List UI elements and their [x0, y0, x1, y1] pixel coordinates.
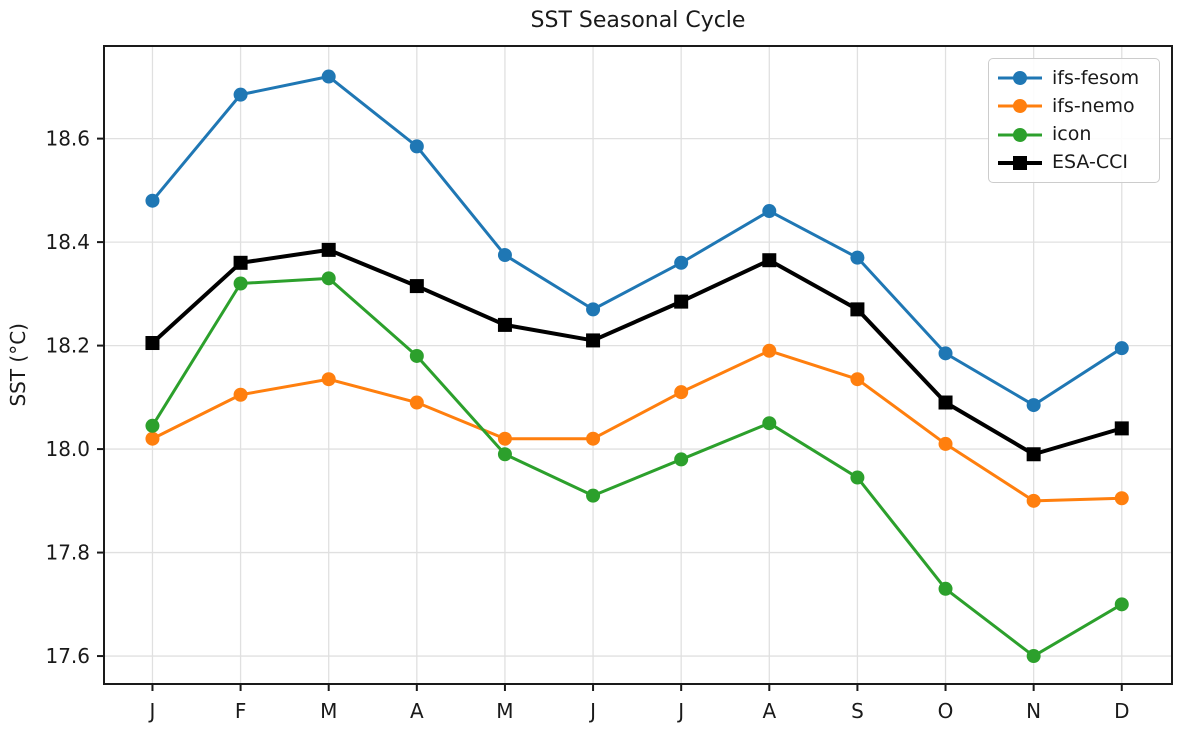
- circle-marker-icon: [1114, 491, 1129, 506]
- circle-marker-icon: [586, 488, 601, 503]
- circle-marker-icon: [145, 193, 160, 208]
- legend-item-ESA-CCI: ESA-CCI: [997, 150, 1151, 176]
- x-tick-label: J: [588, 699, 596, 723]
- legend-item-ifs-fesom: ifs-fesom: [997, 65, 1151, 91]
- square-marker-icon: [998, 155, 1042, 170]
- x-tick-label: J: [676, 699, 684, 723]
- circle-marker-icon: [674, 385, 689, 400]
- series-ifs-nemo: [145, 343, 1129, 508]
- legend: ifs-fesom ifs-nemo icon ESA-CCI: [988, 58, 1160, 183]
- circle-marker-icon: [145, 418, 160, 433]
- circle-marker-icon: [1114, 341, 1129, 356]
- y-tick-label: 18.6: [45, 127, 90, 151]
- square-marker-icon: [850, 302, 865, 317]
- circle-marker-icon: [938, 581, 953, 596]
- square-marker-icon: [674, 294, 689, 309]
- circle-marker-icon: [998, 71, 1042, 86]
- circle-marker-icon: [1026, 398, 1041, 413]
- circle-marker-icon: [586, 431, 601, 446]
- x-tick-label: J: [148, 699, 156, 723]
- y-tick-label: 18.0: [45, 437, 90, 461]
- circle-marker-icon: [998, 127, 1042, 142]
- legend-item-label: icon: [1052, 123, 1092, 146]
- series-icon: [145, 271, 1129, 664]
- square-marker-icon: [321, 242, 336, 257]
- circle-marker-icon: [938, 346, 953, 361]
- circle-marker-icon: [409, 348, 424, 363]
- circle-marker-icon: [233, 87, 248, 102]
- circle-marker-icon: [497, 431, 512, 446]
- circle-marker-icon: [145, 431, 160, 446]
- series-line-icon: [150, 276, 1124, 658]
- legend-item-ifs-nemo: ifs-nemo: [997, 93, 1151, 119]
- circle-marker-icon: [233, 387, 248, 402]
- x-tick-label: A: [762, 699, 776, 723]
- square-marker-icon: [938, 395, 953, 410]
- y-tick-label: 18.4: [45, 230, 90, 254]
- plot-border: [103, 45, 1173, 685]
- series-ESA-CCI: [145, 242, 1129, 462]
- y-tick-label: 18.2: [45, 334, 90, 358]
- y-tick-label: 17.8: [45, 541, 90, 565]
- legend-item-label: ifs-fesom: [1052, 66, 1140, 89]
- x-tick-label: F: [235, 699, 247, 723]
- x-tick-label: D: [1114, 699, 1129, 723]
- circle-marker-icon: [586, 302, 601, 317]
- series-ifs-fesom: [145, 69, 1129, 413]
- x-tick-label: M: [320, 699, 337, 723]
- circle-marker-icon: [321, 372, 336, 387]
- circle-marker-icon: [762, 343, 777, 358]
- circle-marker-icon: [1026, 493, 1041, 508]
- square-marker-icon: [145, 336, 160, 351]
- legend-item-label: ESA-CCI: [1052, 151, 1128, 174]
- y-tick-label: 17.6: [45, 644, 90, 668]
- circle-marker-icon: [762, 204, 777, 219]
- x-tick-label: N: [1026, 699, 1041, 723]
- circle-marker-icon: [762, 416, 777, 431]
- circle-marker-icon: [674, 255, 689, 270]
- series-line-ifs-nemo: [150, 349, 1124, 503]
- square-marker-icon: [233, 255, 248, 270]
- y-axis: 17.6 17.8 18.0 18.2 18.4 18.6: [45, 127, 104, 668]
- legend-item-icon: icon: [997, 122, 1151, 148]
- circle-marker-icon: [1026, 649, 1041, 664]
- x-tick-label: O: [938, 699, 954, 723]
- square-marker-icon: [586, 333, 601, 348]
- x-tick-label: M: [496, 699, 513, 723]
- square-marker-icon: [497, 317, 512, 332]
- circle-marker-icon: [1114, 597, 1129, 612]
- circle-marker-icon: [497, 447, 512, 462]
- series-line-ESA-CCI: [150, 247, 1124, 457]
- circle-marker-icon: [321, 69, 336, 84]
- circle-marker-icon: [409, 139, 424, 154]
- circle-marker-icon: [233, 276, 248, 291]
- circle-marker-icon: [998, 99, 1042, 114]
- circle-marker-icon: [674, 452, 689, 467]
- square-marker-icon: [762, 253, 777, 268]
- circle-marker-icon: [497, 248, 512, 263]
- x-tick-label: A: [410, 699, 424, 723]
- legend-item-label: ifs-nemo: [1052, 94, 1135, 117]
- circle-marker-icon: [938, 436, 953, 451]
- circle-marker-icon: [850, 250, 865, 265]
- square-marker-icon: [409, 279, 424, 294]
- square-marker-icon: [1026, 447, 1041, 462]
- x-tick-label: S: [851, 699, 864, 723]
- square-marker-icon: [1114, 421, 1129, 436]
- circle-marker-icon: [409, 395, 424, 410]
- gridlines: [104, 46, 1172, 684]
- chart-title: SST Seasonal Cycle: [530, 8, 746, 33]
- circle-marker-icon: [850, 372, 865, 387]
- circle-marker-icon: [850, 470, 865, 485]
- series-line-ifs-fesom: [150, 75, 1124, 407]
- circle-marker-icon: [321, 271, 336, 286]
